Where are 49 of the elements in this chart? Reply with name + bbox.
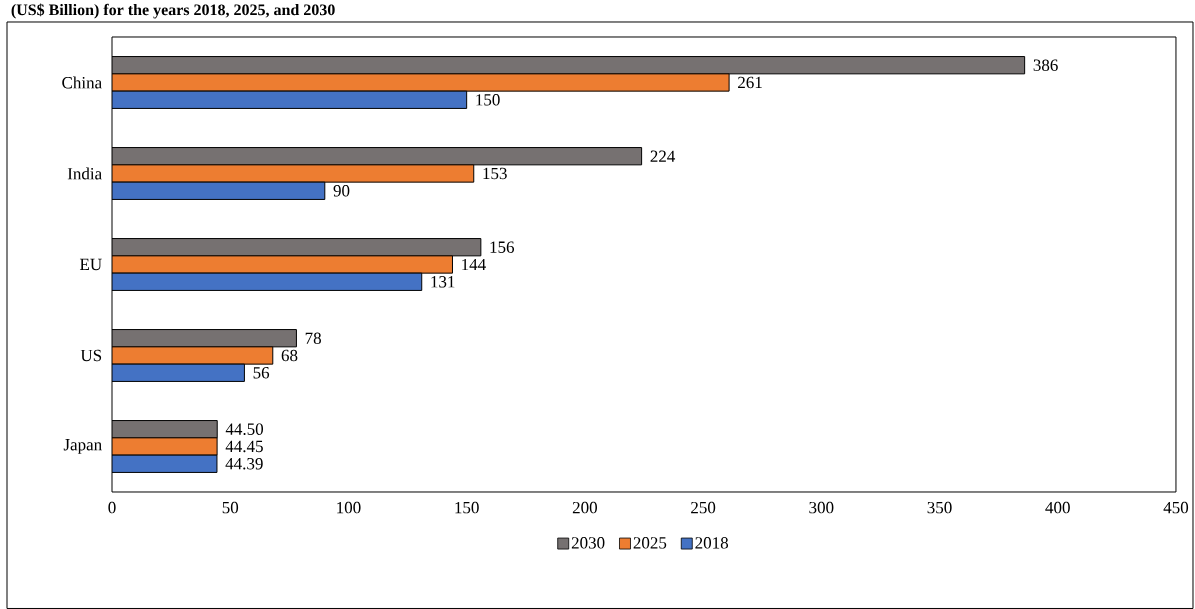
bar: [112, 363, 245, 382]
x-tick-label: 450: [1163, 501, 1189, 514]
bar: [112, 454, 218, 473]
legend-label: 2030: [571, 537, 605, 549]
bar: [112, 346, 274, 365]
bar: [112, 147, 643, 166]
data-label: 44.45: [225, 440, 263, 453]
data-label: 153: [483, 167, 507, 180]
bar: [112, 255, 453, 274]
data-label: 150: [476, 94, 500, 106]
data-label: 156: [490, 241, 515, 253]
data-label: 68: [281, 349, 298, 362]
data-label: 44.39: [225, 458, 263, 470]
chart-title: (US$ Billion) for the years 2018, 2025, and 2030: [11, 3, 335, 19]
bar: [112, 437, 218, 456]
x-tick-label: 350: [927, 501, 952, 514]
x-tick-label: 250: [691, 501, 716, 514]
y-tick-label: India: [67, 167, 102, 180]
bar: [112, 420, 218, 439]
x-tick-label: 200: [572, 501, 597, 514]
y-tick-label: China: [62, 76, 102, 89]
data-label: 386: [1033, 59, 1058, 71]
data-label: 78: [305, 332, 321, 344]
data-label: 261: [738, 76, 762, 89]
y-tick-label: US: [80, 349, 102, 362]
bar: [112, 238, 482, 257]
bar: [112, 164, 475, 183]
x-tick-label: 150: [455, 501, 479, 514]
bar: [112, 90, 468, 109]
x-tick-label: 300: [809, 501, 834, 514]
y-tick-label: Japan: [63, 439, 102, 454]
bar: [112, 329, 297, 348]
data-label: 144: [462, 258, 486, 271]
x-tick-label: 0: [108, 501, 116, 514]
x-tick-label: 50: [222, 501, 239, 514]
bar: [112, 73, 730, 92]
bar: [112, 272, 423, 291]
legend-label: 2018: [695, 537, 729, 549]
y-tick-label: EU: [79, 258, 102, 271]
x-tick-label: 400: [1045, 501, 1070, 514]
bar: [112, 56, 1026, 75]
data-label: 56: [253, 367, 270, 379]
bar: [112, 181, 326, 200]
data-label: 224: [650, 150, 676, 162]
legend-label: 2025: [633, 537, 667, 549]
data-label: 131: [431, 276, 455, 288]
x-tick-label: 100: [337, 501, 361, 514]
data-label: 44.50: [225, 423, 264, 435]
data-label: 90: [333, 185, 350, 197]
